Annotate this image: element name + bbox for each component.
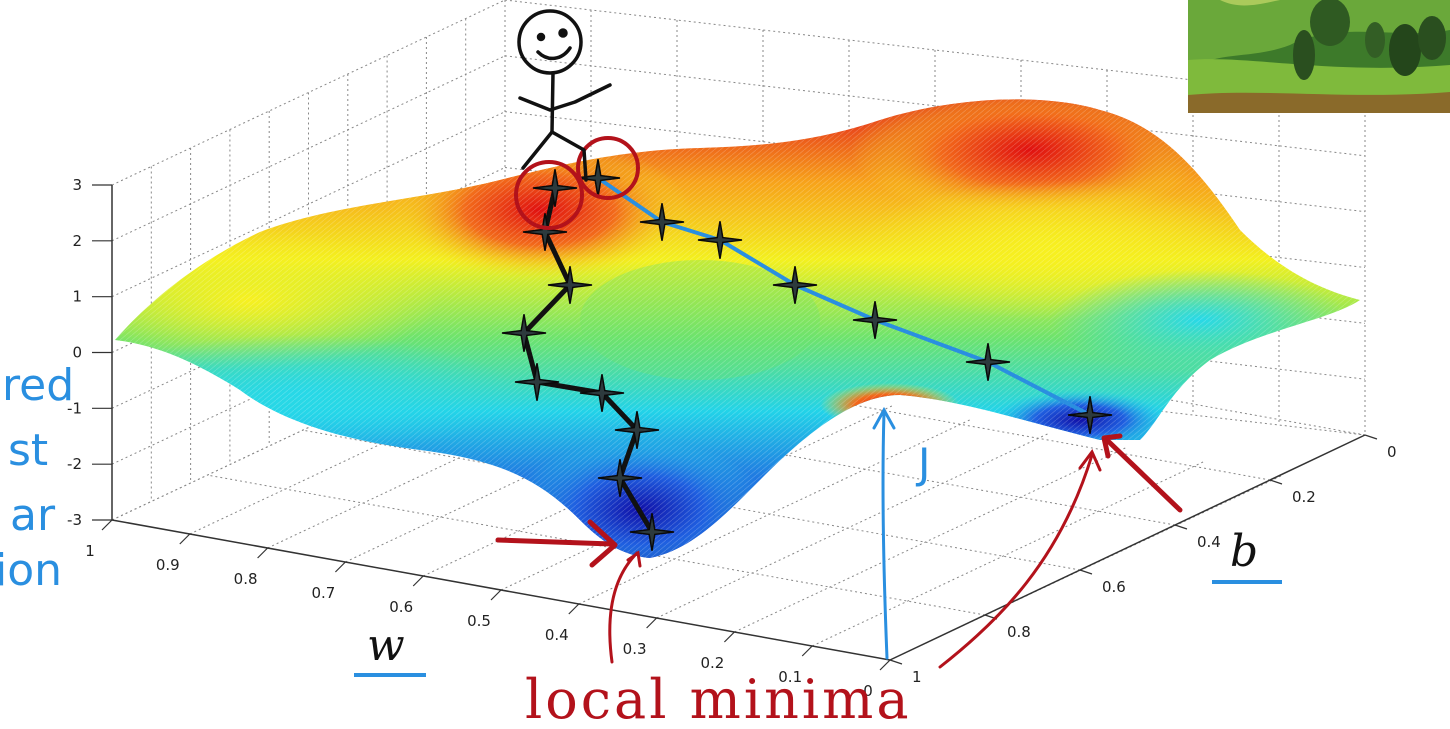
w-tick-label: 0.2: [700, 654, 724, 672]
w-tick-label: 0.3: [623, 640, 647, 658]
w-tick-mark: [723, 631, 735, 643]
step-star-marker: [579, 374, 625, 412]
floor-grid-line: [656, 432, 1050, 619]
z-grid-line: [111, 55, 506, 242]
b-axis-line: [889, 434, 1366, 661]
floor-grid-line: [491, 339, 1271, 481]
z-grid-line: [504, 278, 1366, 380]
step-star-marker: [597, 459, 643, 497]
b-tick-mark: [1364, 434, 1378, 440]
w-tick-mark: [412, 575, 424, 587]
step-star-marker: [532, 169, 578, 207]
b-tick-mark: [1079, 569, 1093, 575]
floor-grid-line: [734, 446, 1128, 633]
floor-grid-line: [396, 384, 1176, 526]
cost-surface: [115, 99, 1360, 558]
w-tick-mark: [568, 603, 580, 615]
w-tick-mark: [879, 659, 891, 671]
w-tick-label: 0.7: [311, 584, 335, 602]
b-tick-label: 0.4: [1197, 533, 1221, 551]
b-tick-label: 0.6: [1102, 578, 1126, 596]
w-tick-label: 0: [863, 682, 873, 700]
w-tick-label: 0.8: [234, 570, 258, 588]
z-tick-label: -3: [67, 511, 82, 529]
w-tick-mark: [801, 645, 813, 657]
z-tick-label: 0: [72, 344, 82, 362]
floor-grid-line: [578, 418, 973, 605]
b-tick-label: 0.8: [1007, 623, 1031, 641]
step-star-marker: [639, 203, 685, 241]
w-tick-label: 0.1: [778, 668, 802, 686]
floor-grid-line: [500, 404, 895, 591]
step-star-marker: [852, 301, 898, 339]
w-tick-label: 0.9: [156, 556, 180, 574]
step-star-marker: [1067, 396, 1113, 434]
z-grid-line: [111, 111, 506, 298]
z-tick-label: 1: [72, 288, 82, 306]
back-grid-lines: [111, 0, 1366, 520]
local-minima-label: local minima: [525, 668, 912, 729]
local-minima-pointer-curves: [608, 449, 1102, 669]
w-tick-mark: [179, 533, 191, 545]
step-star-marker: [501, 314, 547, 352]
left-cutoff-line: red: [2, 360, 74, 411]
w-tick-mark: [334, 561, 346, 573]
b-tick-label: 1: [912, 668, 922, 686]
b-tick-label: 0.2: [1292, 488, 1316, 506]
stick-figure-icon: [517, 9, 612, 182]
z-tick-label: 3: [72, 176, 82, 194]
w-tick-mark: [101, 519, 113, 531]
w-tick-mark: [490, 589, 502, 601]
b-tick-label: 0: [1387, 443, 1397, 461]
w-tick-label: 0.6: [389, 598, 413, 616]
local-minima-arrows: [495, 433, 1183, 568]
w-tick-label: 0.4: [545, 626, 569, 644]
z-tick-label: 2: [72, 232, 82, 250]
left-cutoff-line: ar: [10, 490, 56, 541]
w-tick-mark: [257, 547, 269, 559]
step-star-marker: [514, 363, 560, 401]
w-tick-label: 1: [85, 542, 95, 560]
z-grid-line: [504, 55, 1366, 157]
b-tick-mark: [1174, 524, 1188, 530]
b-tick-mark: [1269, 479, 1283, 485]
z-grid-line: [111, 0, 506, 186]
j-arrow: [872, 406, 896, 660]
step-star-marker: [547, 266, 593, 304]
floor-grid-line: [889, 474, 1284, 661]
w-tick-labels: 1 0.9 0.8 0.7 0.6 0.5 0.4 0.3 0.2 0.1 0: [85, 519, 891, 700]
z-tick-label: -1: [67, 399, 82, 417]
z-grid-line: [504, 111, 1366, 213]
z-grid-line: [504, 334, 1366, 436]
step-star-marker: [965, 343, 1011, 381]
start-circle-right: [576, 136, 640, 200]
step-star-marker: [522, 213, 568, 251]
left-cutoff-line: ion: [0, 545, 62, 596]
start-circle-left: [514, 160, 584, 230]
b-axis-label: b: [1230, 526, 1258, 577]
descent-step-markers: [501, 159, 1113, 551]
landscape-thumbnail-icon: [1188, 0, 1450, 113]
w-tick-mark: [646, 617, 658, 629]
j-label: J: [915, 439, 930, 488]
b-tick-mark: [889, 659, 903, 665]
step-star-marker: [772, 266, 818, 304]
z-tick-label: -2: [67, 455, 82, 473]
step-star-marker: [697, 221, 743, 259]
step-star-marker: [614, 411, 660, 449]
step-star-marker: [629, 513, 675, 551]
z-tick-labels: 3 2 1 0 -1 -2 -3: [67, 176, 112, 529]
left-cutoff-line: st: [8, 425, 48, 476]
w-axis-label: w: [367, 620, 405, 671]
w-tick-label: 0.5: [467, 612, 491, 630]
floor-grid-line: [811, 460, 1206, 647]
